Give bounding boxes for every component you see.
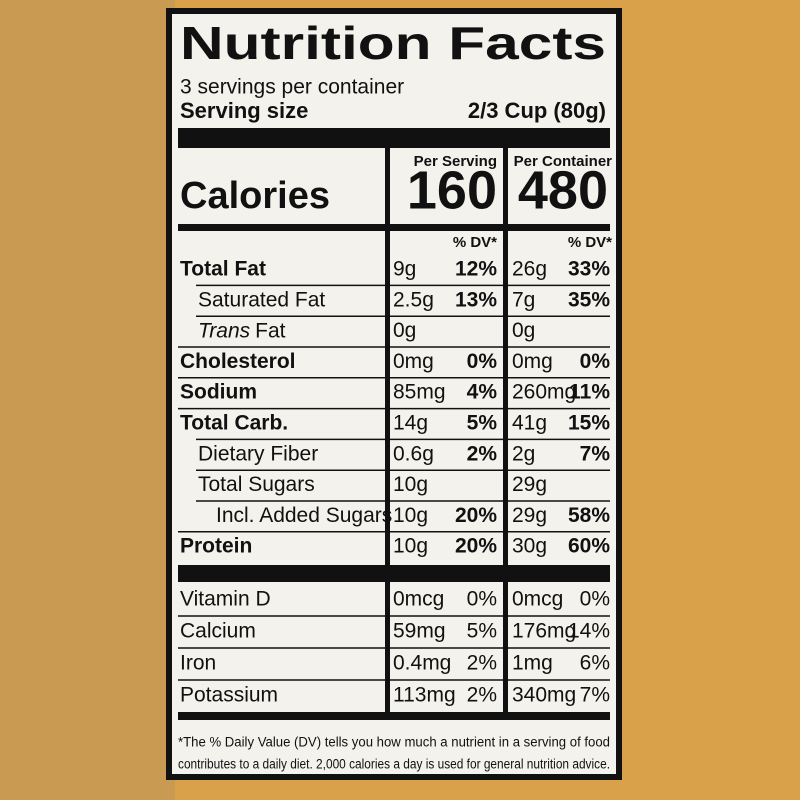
serving-size: 2/3 Cup (80g) xyxy=(468,98,606,123)
amount: 113mg xyxy=(393,684,456,707)
column-header: Per Serving xyxy=(414,153,497,170)
calories-value: 480 xyxy=(518,160,608,220)
amount: 0mcg xyxy=(512,588,563,611)
thick-bar xyxy=(178,128,610,148)
percent-dv: 35% xyxy=(568,288,610,311)
percent-dv: 5% xyxy=(467,412,498,435)
amount: 14g xyxy=(393,412,428,435)
nutrient-name: Dietary Fiber xyxy=(198,442,318,465)
footnote: contributes to a daily diet. 2,000 calor… xyxy=(178,757,610,772)
package-left xyxy=(0,0,175,800)
nutrient-name-italic: Trans xyxy=(198,319,251,342)
percent-dv: 2% xyxy=(467,684,497,707)
nutrient-name: Potassium xyxy=(180,684,278,707)
amount: 59mg xyxy=(393,620,446,643)
amount: 41g xyxy=(512,412,547,435)
serving-size-label: Serving size xyxy=(180,98,308,123)
amount: 10g xyxy=(393,473,428,496)
amount: 2g xyxy=(512,442,535,465)
bottom-bar xyxy=(178,712,610,720)
amount: 7g xyxy=(512,288,535,311)
amount: 0mg xyxy=(393,350,434,373)
percent-dv: 0% xyxy=(467,588,497,611)
thick-bar xyxy=(178,565,610,582)
nutrient-name: Incl. Added Sugars xyxy=(216,504,392,527)
amount: 0g xyxy=(512,319,535,342)
dv-header: % DV* xyxy=(453,234,497,251)
amount: 10g xyxy=(393,535,428,558)
percent-dv: 2% xyxy=(467,652,497,675)
amount: 2.5g xyxy=(393,288,434,311)
percent-dv: 0% xyxy=(580,588,610,611)
title: Nutrition Facts xyxy=(180,17,606,69)
percent-dv: 13% xyxy=(455,288,497,311)
percent-dv: 5% xyxy=(467,620,497,643)
calories-label: Calories xyxy=(180,175,330,217)
dv-header: % DV* xyxy=(568,234,612,251)
amount: 30g xyxy=(512,535,547,558)
amount: 0mcg xyxy=(393,588,444,611)
percent-dv: 33% xyxy=(568,258,610,281)
percent-dv: 6% xyxy=(580,652,610,675)
percent-dv: 15% xyxy=(568,412,610,435)
percent-dv: 4% xyxy=(467,381,498,404)
medium-bar xyxy=(178,224,610,231)
amount: 9g xyxy=(393,258,416,281)
amount: 0.4mg xyxy=(393,652,451,675)
nutrient-name: Cholesterol xyxy=(180,350,296,373)
percent-dv: 12% xyxy=(455,258,497,281)
percent-dv: 7% xyxy=(580,442,611,465)
nutrient-name: Saturated Fat xyxy=(198,288,325,311)
percent-dv: 11% xyxy=(569,381,610,404)
amount: 260mg xyxy=(512,381,576,404)
nutrient-name: Vitamin D xyxy=(180,588,271,611)
nutrient-name: Total Fat xyxy=(180,258,266,281)
amount: 0mg xyxy=(512,350,553,373)
column-header: Per Container xyxy=(514,153,613,170)
nutrient-name: Sodium xyxy=(180,381,257,404)
nutrient-name: Protein xyxy=(180,535,252,558)
amount: 29g xyxy=(512,473,547,496)
amount: 10g xyxy=(393,504,428,527)
nutrient-name: Total Carb. xyxy=(180,412,288,435)
amount: 340mg xyxy=(512,684,576,707)
percent-dv: 0% xyxy=(580,350,611,373)
servings: 3 servings per container xyxy=(180,76,404,99)
nutrient-name: Calcium xyxy=(180,620,256,643)
amount: 26g xyxy=(512,258,547,281)
percent-dv: 20% xyxy=(455,504,497,527)
percent-dv: 14% xyxy=(568,620,610,643)
amount: 0.6g xyxy=(393,442,434,465)
percent-dv: 58% xyxy=(568,504,610,527)
percent-dv: 2% xyxy=(467,442,498,465)
amount: 1mg xyxy=(512,652,553,675)
footnote: *The % Daily Value (DV) tells you how mu… xyxy=(178,735,610,750)
percent-dv: 0% xyxy=(467,350,498,373)
nutrient-name: Fat xyxy=(255,319,286,342)
amount: 176mg xyxy=(512,620,576,643)
percent-dv: 7% xyxy=(580,684,610,707)
percent-dv: 60% xyxy=(568,535,610,558)
nutrient-name: Iron xyxy=(180,652,216,675)
nutrient-name: Trans Fat xyxy=(198,319,286,342)
nutrient-name: Total Sugars xyxy=(198,473,315,496)
column-divider xyxy=(385,148,390,714)
amount: 85mg xyxy=(393,381,446,404)
amount: 0g xyxy=(393,319,416,342)
column-divider xyxy=(503,148,508,714)
amount: 29g xyxy=(512,504,547,527)
percent-dv: 20% xyxy=(455,535,497,558)
calories-value: 160 xyxy=(407,160,497,220)
